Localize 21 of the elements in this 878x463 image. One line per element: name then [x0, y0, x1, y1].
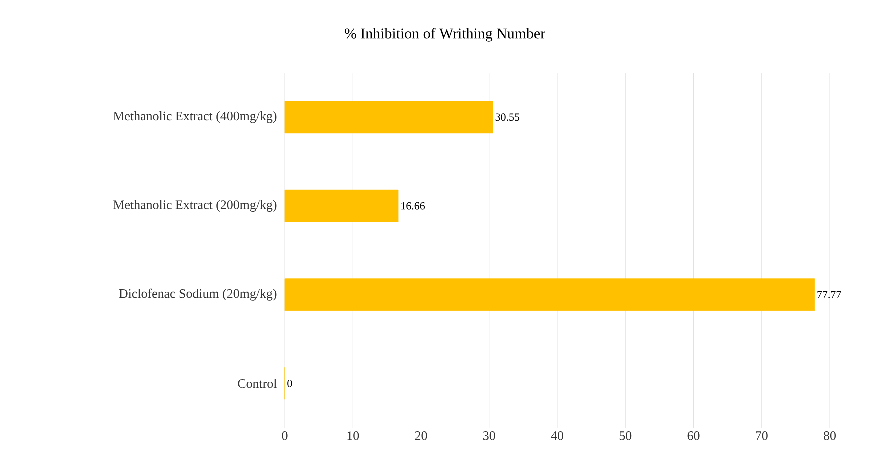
data-label: 77.77 — [818, 291, 842, 299]
bar — [284, 101, 494, 134]
y-tick-label: Diclofenac Sodium (20mg/kg) — [119, 288, 277, 301]
data-label: 0 — [288, 380, 292, 388]
y-tick-label: Methanolic Extract (200mg/kg) — [114, 200, 277, 212]
x-tick-label: 0 — [282, 432, 288, 440]
x-tick-label: 70 — [756, 432, 768, 440]
data-label: 16.66 — [402, 202, 426, 210]
y-tick-label: Control — [238, 379, 277, 388]
y-tick-label: Methanolic Extract (400mg/kg) — [114, 111, 277, 124]
chart-title: % Inhibition of Writhing Number — [344, 28, 546, 42]
x-tick-label: 40 — [551, 432, 564, 440]
x-tick-label: 80 — [824, 432, 836, 440]
data-label: 30.55 — [496, 114, 520, 122]
x-tick-label: 20 — [415, 432, 428, 440]
bar — [284, 278, 816, 312]
x-tick-label: 10 — [348, 432, 360, 440]
x-tick-label: 30 — [484, 432, 496, 440]
x-tick-label: 50 — [620, 432, 632, 440]
bar — [284, 190, 399, 222]
x-tick-label: 60 — [688, 432, 700, 440]
